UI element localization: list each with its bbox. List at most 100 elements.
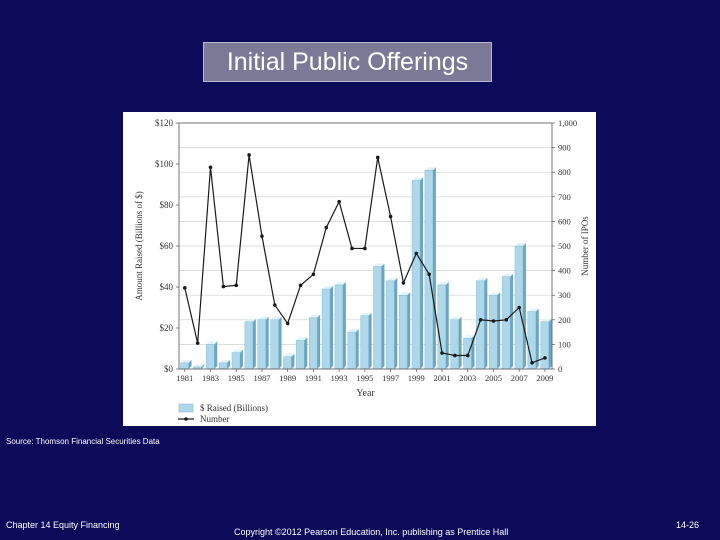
bar-1985 — [231, 349, 243, 370]
footer-page-number: 14-26 — [676, 520, 700, 530]
bar-face — [257, 319, 266, 370]
bar-top — [450, 316, 462, 320]
right-tick-label: 200 — [558, 315, 571, 325]
bar-1997 — [386, 277, 398, 370]
point-2009 — [543, 356, 547, 360]
bar-face — [360, 315, 369, 370]
bar-1987 — [257, 316, 269, 370]
bar-side — [291, 353, 295, 369]
line-series — [182, 153, 547, 365]
x-axis-title: Year — [356, 388, 375, 399]
bar-face — [463, 338, 472, 370]
bar-1992 — [321, 286, 334, 370]
left-tick-label: $80 — [160, 200, 174, 210]
bar-top — [283, 353, 295, 357]
bar-face — [347, 331, 356, 370]
bar-1989 — [283, 353, 295, 370]
bar-2007 — [514, 243, 526, 370]
bar-top — [424, 167, 436, 171]
right-tick-label: 900 — [558, 143, 571, 153]
bar-top — [231, 349, 243, 353]
x-tick-label: 1989 — [279, 373, 296, 383]
bar-1998 — [398, 292, 411, 370]
bar-1994 — [347, 329, 359, 370]
x-tick-label: 1999 — [408, 373, 425, 383]
legend-line-marker — [184, 417, 188, 421]
bar-side — [368, 312, 372, 369]
bar-face — [476, 280, 485, 370]
point-1999 — [414, 251, 419, 256]
legend: $ Raised (Billions)Number — [178, 403, 268, 424]
point-1989 — [285, 321, 290, 326]
right-tick-label: 500 — [558, 241, 571, 251]
right-tick-label: 0 — [558, 364, 562, 374]
bar-side — [394, 277, 398, 369]
x-tick-label: 1981 — [176, 373, 193, 383]
bar-1993 — [334, 281, 346, 370]
bar-top — [527, 308, 539, 312]
source-note: Source: Thomson Financial Securities Dat… — [6, 437, 160, 446]
bar-top — [296, 337, 308, 341]
bar-top — [502, 273, 514, 277]
bar-2001 — [437, 281, 449, 370]
point-1998 — [401, 281, 406, 285]
bar-top — [244, 318, 256, 322]
bar-2004 — [476, 277, 488, 370]
bar-side — [445, 281, 449, 369]
y-axis-title: Amount Raised (Billions of $) — [134, 191, 144, 301]
bar-top — [437, 281, 449, 285]
bar-side — [265, 316, 269, 369]
bar-top — [334, 281, 346, 285]
ipo-chart: $0 $20 $40 $60 $80 $100 $120 0 100 200 300 400 500 60… — [134, 118, 590, 424]
bar-top — [219, 359, 231, 363]
bar-top — [463, 335, 475, 339]
point-2001 — [440, 351, 444, 355]
bar-1996 — [373, 263, 385, 370]
left-tick-label: $0 — [164, 364, 174, 374]
point-2000 — [427, 272, 431, 277]
point-1985 — [234, 283, 239, 288]
point-2008 — [530, 361, 534, 365]
footer-copyright: Copyright ©2012 Pearson Education, Inc. … — [234, 527, 509, 537]
x-tick-label: 2005 — [485, 373, 502, 383]
x-tick-label: 1983 — [202, 373, 219, 383]
bar-1982 — [193, 363, 205, 370]
bar-side — [214, 341, 218, 369]
bar-side — [420, 177, 424, 369]
bar-1991 — [308, 314, 321, 370]
bar-top — [309, 314, 321, 318]
bar-side — [381, 263, 385, 369]
left-tick-label: $40 — [160, 282, 174, 292]
bar-face — [218, 362, 228, 370]
x-tick-label: 1991 — [305, 373, 322, 383]
point-1984 — [221, 284, 226, 289]
left-tick-label: $20 — [160, 323, 174, 333]
axis-labels: $0 $20 $40 $60 $80 $100 $120 0 100 200 300 400 500 60… — [134, 118, 590, 399]
bar-face — [308, 317, 318, 370]
bar-face — [373, 266, 382, 370]
legend-bar-swatch — [178, 403, 194, 413]
bar-top — [514, 243, 526, 246]
bar-face — [244, 321, 254, 370]
left-tick-label: $60 — [160, 241, 174, 251]
right-tick-label: 1,000 — [558, 118, 577, 128]
bar-face — [501, 276, 511, 370]
bar-face — [283, 356, 292, 370]
bar-1983 — [206, 341, 218, 370]
x-tick-label: 2001 — [434, 373, 451, 383]
bar-2008 — [527, 308, 539, 370]
point-2003 — [465, 353, 470, 358]
bar-side — [317, 314, 321, 369]
point-2007 — [517, 305, 522, 310]
bar-side — [201, 363, 205, 369]
point-2002 — [453, 353, 457, 358]
bar-face — [334, 284, 344, 370]
left-tick-label: $120 — [155, 118, 174, 128]
point-1991 — [311, 272, 316, 277]
point-2006 — [504, 318, 509, 322]
point-1996 — [375, 155, 380, 160]
bar-top — [540, 318, 552, 322]
bar-2000 — [424, 167, 436, 370]
bar-side — [239, 349, 243, 369]
bar-face — [270, 319, 279, 370]
